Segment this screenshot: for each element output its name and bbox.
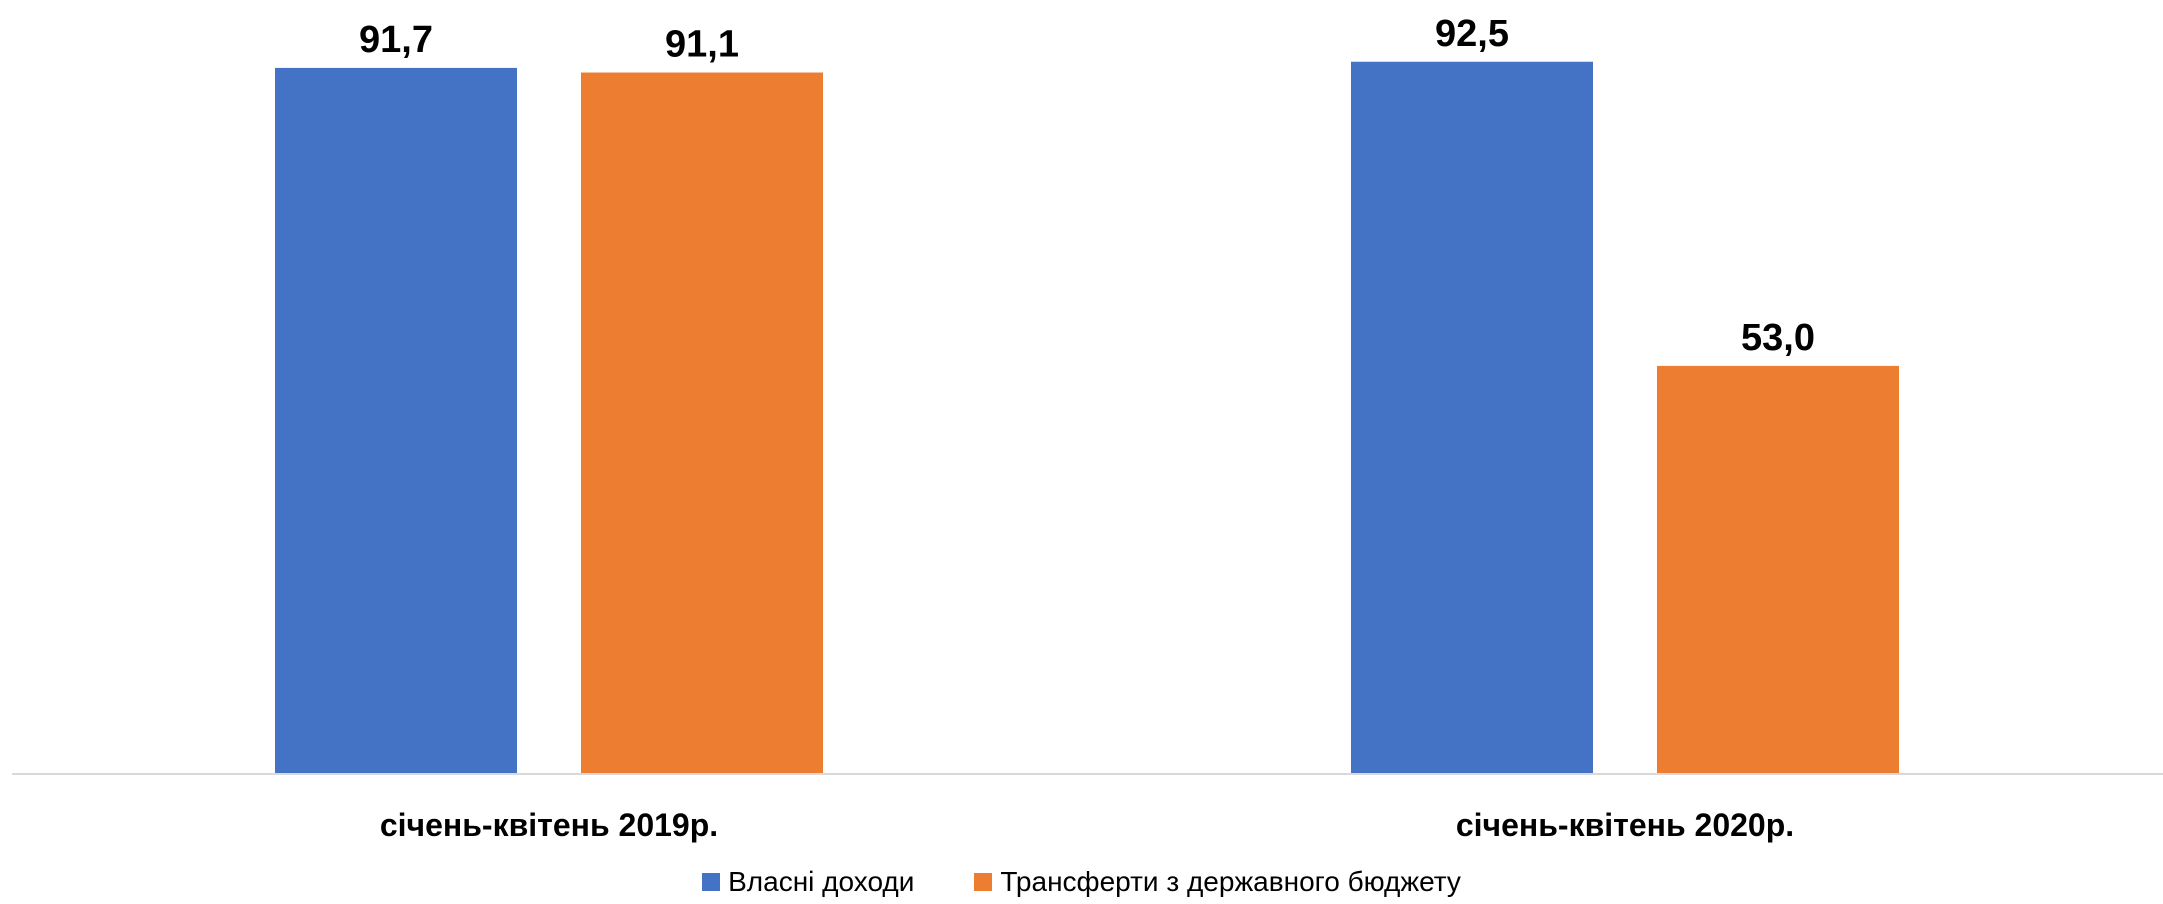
legend-label-own-revenue: Власні доходи (728, 866, 915, 897)
legend-swatch-own-revenue (702, 873, 721, 891)
legend: Власні доходи Трансферти з державного бю… (0, 868, 2163, 896)
value-label-series1-cat1: 53,0 (1741, 317, 1815, 359)
category-labels-layer: січень-квітень 2019р. січень-квітень 2020… (380, 807, 1794, 843)
legend-item-own-revenue: Власні доходи (702, 868, 914, 896)
value-label-series0-cat0: 91,7 (359, 19, 433, 61)
bar-chart-plot: 91,7 91,1 92,553,0 січень-квітень 2019р. сі… (12, 13, 2163, 843)
bar-series1-cat1 (1657, 365, 1899, 774)
legend-item-state-transfers: Трансферти з державного бюджету (974, 866, 1461, 897)
bar-series0-cat1 (1351, 61, 1593, 774)
bars-layer (275, 61, 1899, 774)
bar-series0-cat0 (275, 67, 517, 774)
category-label-1: січень-квітень 2020р. (1456, 807, 1794, 843)
value-labels-layer: 91,7 91,1 92,5 53,0 (359, 13, 1815, 359)
value-label-series1-cat0: 91,1 (665, 24, 739, 66)
category-label-0: січень-квітень 2019р. (380, 807, 718, 843)
bar-series1-cat0 (581, 72, 823, 774)
legend-swatch-state-transfers (974, 873, 993, 891)
value-label-series0-cat1: 92,5 (1435, 13, 1509, 55)
legend-label-state-transfers: Трансферти з державного бюджету (1000, 866, 1461, 897)
